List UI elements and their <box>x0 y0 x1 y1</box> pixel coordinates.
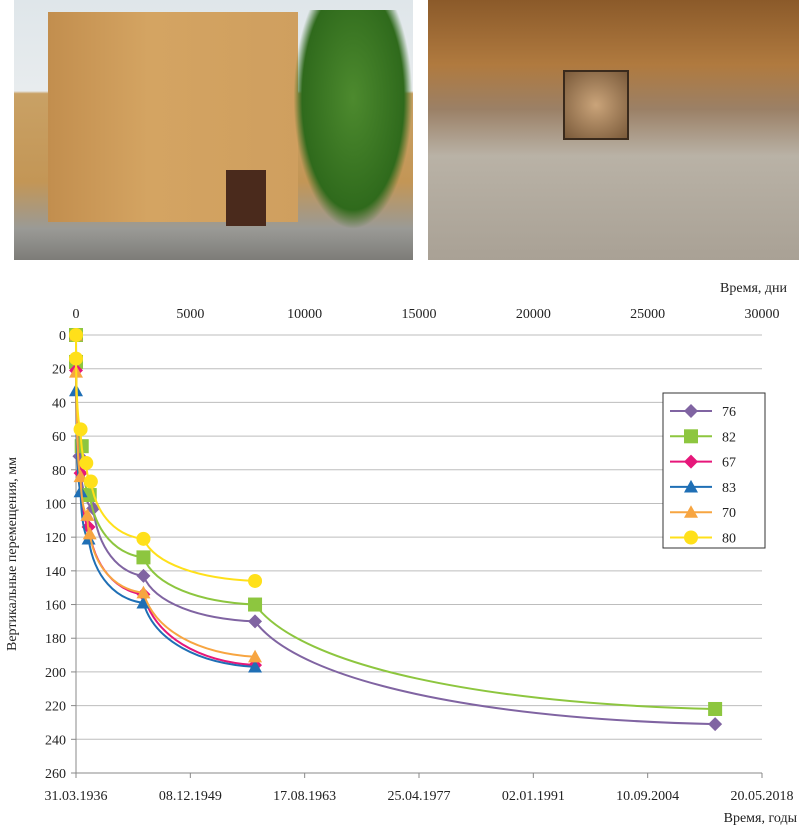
data-point-70 <box>136 585 151 599</box>
legend <box>662 392 766 549</box>
x-axis-bottom-label: Время, годы <box>724 811 798 826</box>
data-point-70 <box>80 508 95 521</box>
y-tick-label: 260 <box>45 767 66 782</box>
data-point-70 <box>73 469 88 483</box>
y-tick-label: 200 <box>45 666 66 681</box>
legend-marker-80 <box>684 530 698 545</box>
x-top-tick-label: 15000 <box>402 307 437 322</box>
data-point-76 <box>248 614 263 629</box>
data-point-82 <box>708 701 723 716</box>
legend-label: 80 <box>722 532 736 547</box>
legend-label: 83 <box>722 481 736 496</box>
y-tick-label: 220 <box>45 700 66 715</box>
legend-marker-76 <box>684 404 698 418</box>
building-door <box>226 170 266 226</box>
y-tick-label: 100 <box>45 497 66 512</box>
data-point-80 <box>73 422 88 437</box>
y-tick-label: 120 <box>45 531 66 546</box>
legend-marker-70 <box>684 505 698 518</box>
y-tick-label: 180 <box>45 632 66 647</box>
series-line-67 <box>75 334 256 667</box>
y-tick-label: 40 <box>52 396 66 411</box>
x-bottom-tick-label: 31.03.1936 <box>45 789 108 804</box>
data-point-70 <box>248 649 263 663</box>
y-tick-label: 80 <box>52 464 66 479</box>
y-tick-label: 0 <box>59 329 66 344</box>
data-point-83 <box>248 659 263 673</box>
data-point-80 <box>248 573 263 588</box>
x-top-tick-label: 0 <box>73 307 80 322</box>
x-axis-top-label: Время, дни <box>720 281 787 296</box>
survey-mark <box>563 70 629 140</box>
series-line-76 <box>75 334 716 726</box>
legend-marker-82 <box>684 429 698 444</box>
data-point-83 <box>136 595 151 609</box>
data-point-80 <box>79 456 94 471</box>
y-tick-label: 60 <box>52 430 66 445</box>
x-bottom-tick-label: 10.09.2004 <box>616 789 679 804</box>
y-tick-label: 160 <box>45 599 66 614</box>
legend-label: 76 <box>722 405 736 420</box>
data-point-80 <box>136 531 151 546</box>
survey-mark-photo <box>428 0 799 260</box>
data-point-80 <box>69 351 83 366</box>
data-point-80 <box>83 474 98 489</box>
y-axis-label: Вертикальные перемещения, мм <box>5 457 20 651</box>
y-tick-label: 140 <box>45 565 66 580</box>
data-point-80 <box>69 328 83 342</box>
x-top-tick-label: 30000 <box>745 307 780 322</box>
legend-marker-83 <box>684 479 698 493</box>
y-tick-label: 240 <box>45 733 66 748</box>
y-tick-label: 20 <box>52 363 66 378</box>
x-top-tick-label: 5000 <box>176 307 204 322</box>
x-top-tick-label: 20000 <box>516 307 551 322</box>
series-line-70 <box>75 334 256 658</box>
series-line-82 <box>75 334 716 710</box>
data-point-76 <box>136 568 151 583</box>
data-point-70 <box>82 526 97 540</box>
x-bottom-tick-label: 20.05.2018 <box>731 789 794 804</box>
legend-marker-67 <box>684 454 698 469</box>
data-point-82 <box>136 550 151 565</box>
tree <box>293 10 413 230</box>
building-photo <box>14 0 413 260</box>
x-top-tick-label: 10000 <box>287 307 322 322</box>
x-top-tick-label: 25000 <box>630 307 665 322</box>
x-bottom-tick-label: 02.01.1991 <box>502 789 565 804</box>
series-line-83 <box>75 334 256 668</box>
x-bottom-tick-label: 08.12.1949 <box>159 789 222 804</box>
x-bottom-tick-label: 25.04.1977 <box>388 789 451 804</box>
legend-label: 67 <box>722 456 736 471</box>
x-bottom-tick-label: 17.08.1963 <box>273 789 336 804</box>
data-point-82 <box>248 597 263 612</box>
legend-label: 70 <box>722 506 736 521</box>
data-point-76 <box>708 717 723 732</box>
legend-label: 82 <box>722 430 736 445</box>
